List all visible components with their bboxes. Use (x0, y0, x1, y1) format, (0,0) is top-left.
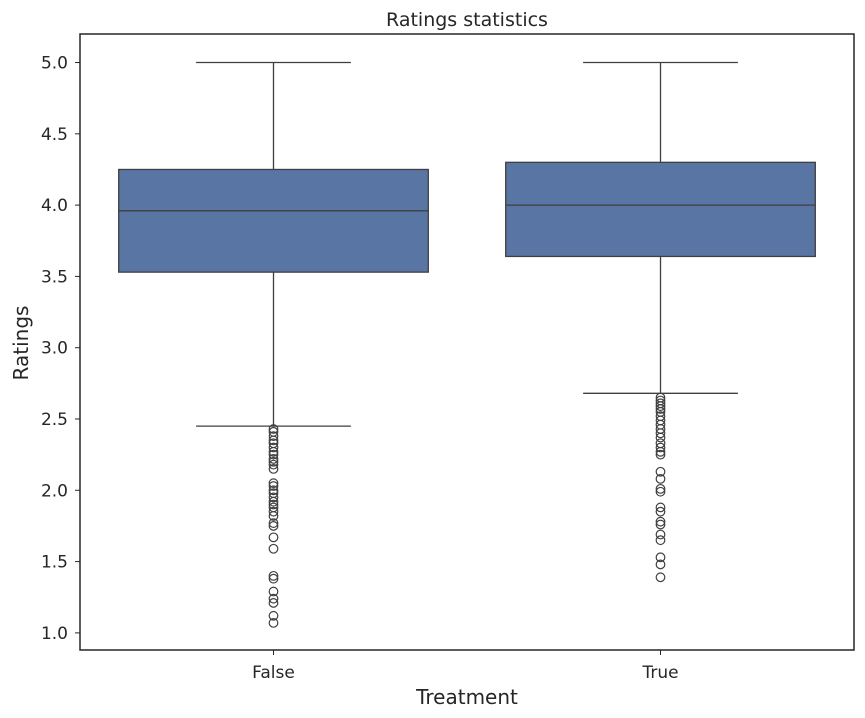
outlier-point (268, 586, 279, 597)
outlier-point (268, 618, 279, 628)
y-tick-label: 2.5 (41, 410, 68, 430)
outlier-point (655, 519, 666, 530)
outlier-point (655, 466, 666, 477)
x-axis-label: Treatment (415, 685, 518, 709)
outlier-point (268, 573, 279, 584)
outlier-point (655, 572, 666, 583)
outlier-point (268, 435, 279, 446)
outlier-point (268, 459, 279, 470)
x-tick-label: False (252, 663, 295, 683)
outlier-point (268, 598, 279, 608)
outlier-point (268, 464, 279, 474)
outlier-point (655, 404, 666, 414)
outlier-point (268, 532, 279, 543)
y-tick-label: 3.5 (41, 267, 68, 287)
outlier-point (268, 456, 279, 467)
outlier-point (268, 492, 279, 503)
outlier-point (655, 401, 666, 412)
y-tick-label: 1.5 (41, 553, 68, 573)
outlier-point (655, 559, 666, 570)
outlier-point (268, 499, 279, 510)
outlier-point (655, 446, 666, 457)
outlier-point (268, 478, 279, 489)
outlier-point (655, 535, 666, 546)
outlier-point (268, 446, 279, 457)
outlier-point (655, 486, 666, 497)
outlier-point (268, 521, 279, 531)
outlier-point (268, 506, 279, 517)
outlier-point (655, 442, 666, 453)
y-tick-label: 2.0 (41, 481, 68, 501)
y-axis-label: Ratings (9, 306, 33, 381)
outlier-point (655, 432, 666, 443)
chart-title: Ratings statistics (386, 9, 548, 31)
outlier-point (655, 506, 666, 517)
y-tick-label: 1.0 (41, 624, 68, 644)
outlier-point (655, 473, 666, 484)
box-iqr (118, 168, 429, 273)
outlier-point (268, 424, 279, 434)
outlier-point (268, 485, 279, 496)
outlier-point (655, 516, 666, 527)
y-tick-label: 4.5 (41, 125, 68, 145)
plot-frame (79, 33, 855, 651)
outlier-point (268, 442, 279, 453)
x-tick-label: True (641, 663, 678, 683)
outlier-point (268, 481, 279, 491)
outlier-point (268, 543, 279, 554)
outlier-point (655, 483, 666, 494)
outlier-point (268, 496, 279, 507)
outlier-point (655, 428, 666, 439)
outlier-point (268, 570, 279, 581)
outlier-point (268, 593, 279, 604)
outlier-point (268, 610, 279, 621)
box-iqr (505, 161, 816, 258)
outlier-point (268, 431, 279, 442)
y-tick-label: 4.0 (41, 196, 68, 216)
outlier-point (655, 449, 666, 460)
plot-area (118, 61, 816, 628)
outlier-point (268, 511, 279, 521)
outlier-point (655, 529, 666, 540)
outlier-point (655, 552, 666, 563)
outlier-point (655, 502, 666, 513)
outlier-point (268, 518, 279, 528)
y-tick-label: 5.0 (41, 54, 68, 74)
y-tick-label: 3.0 (41, 339, 68, 359)
outlier-point (268, 449, 279, 460)
outlier-point (268, 454, 279, 464)
